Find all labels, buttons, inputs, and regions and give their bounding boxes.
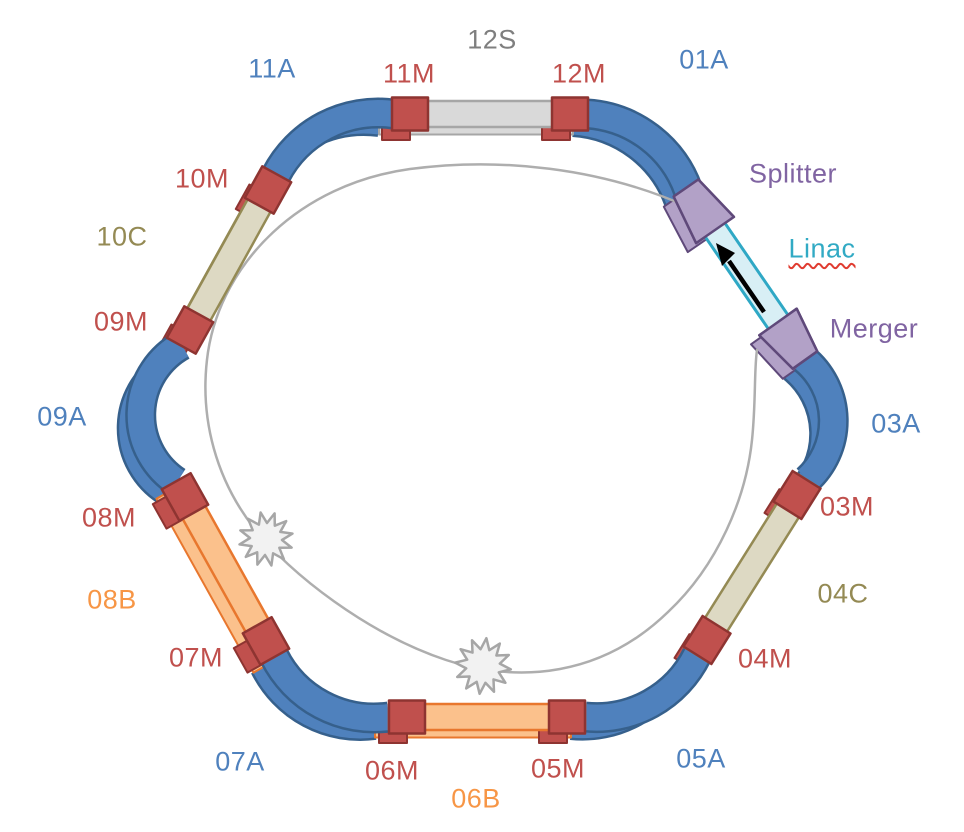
beam-direction-arrowhead-icon (716, 243, 735, 266)
label-12s: 12S (467, 24, 517, 55)
label-11m: 11M (382, 58, 436, 89)
label-03m: 03M (819, 491, 875, 522)
label-10c: 10C (96, 221, 148, 252)
block-04m (682, 614, 732, 666)
label-08m: 08M (81, 502, 137, 533)
label-08b: 08B (87, 584, 137, 615)
label-merger: Merger (829, 313, 919, 344)
block-03m (772, 469, 822, 521)
label-10m: 10M (174, 163, 230, 194)
return-loop-path (204, 163, 759, 674)
interaction-point-1-starburst-icon (238, 511, 294, 567)
label-12m: 12M (551, 58, 607, 89)
label-linac: Linac (788, 233, 856, 264)
beam-direction-arrow (727, 259, 766, 314)
label-04c: 04C (817, 578, 869, 609)
block-08m (160, 471, 210, 523)
label-05a: 05A (676, 743, 726, 774)
label-06m: 06M (364, 755, 420, 786)
linac-band (699, 215, 795, 338)
label-09m: 09M (93, 306, 149, 337)
label-07a: 07A (215, 746, 265, 777)
interaction-point-2-starburst-icon (453, 636, 513, 696)
block-05m (547, 699, 587, 735)
label-05m: 05M (530, 753, 586, 784)
label-09a: 09A (37, 401, 87, 432)
label-03a: 03A (871, 408, 921, 439)
main-ring (125, 96, 849, 735)
label-07m: 07M (168, 642, 224, 673)
block-07m (241, 615, 291, 667)
block-11m (390, 96, 430, 132)
label-06b: 06B (451, 783, 501, 814)
merger-shape-top (758, 307, 819, 370)
block-12m (550, 96, 590, 132)
label-11a: 11A (248, 53, 296, 84)
block-06m (387, 699, 427, 735)
label-01a: 01A (679, 44, 729, 75)
splitter-shape-top (672, 178, 736, 245)
label-splitter: Splitter (748, 158, 838, 189)
label-04m: 04M (737, 643, 793, 674)
block-09m (165, 305, 215, 355)
block-10m (243, 165, 293, 215)
